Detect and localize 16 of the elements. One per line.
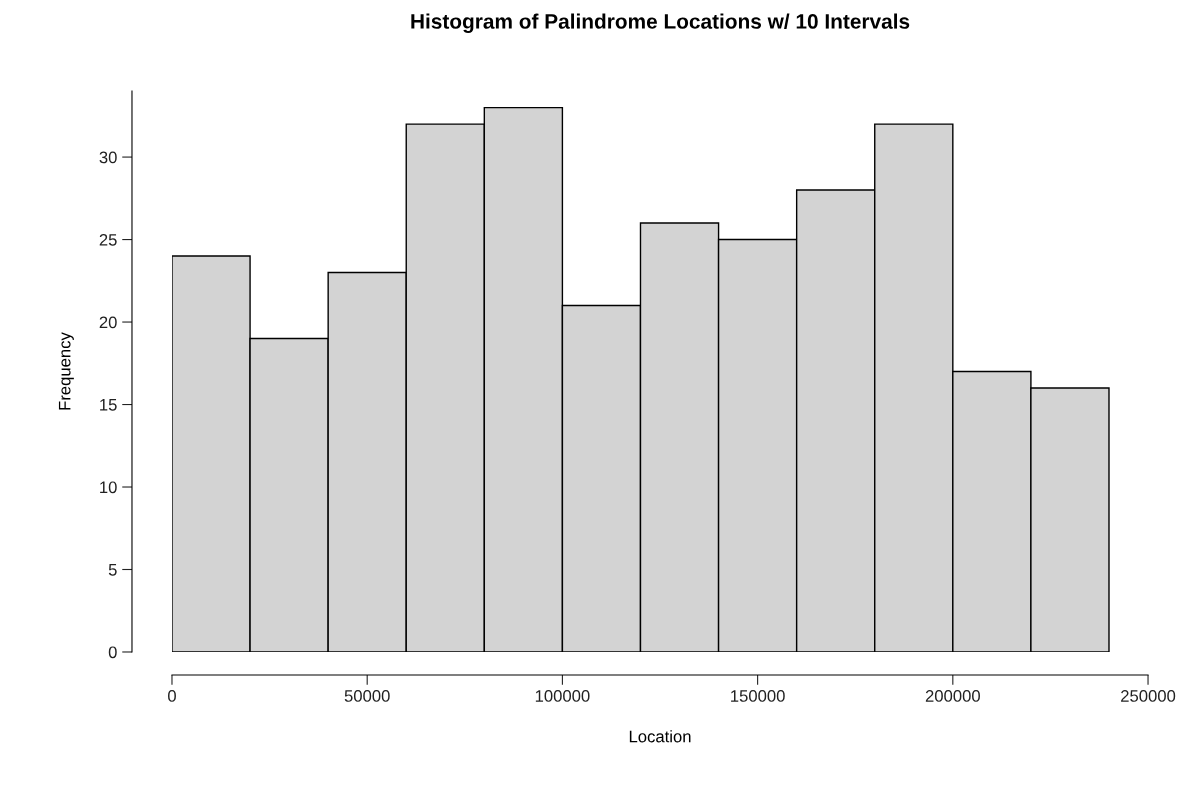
x-tick-label: 0 [168, 690, 176, 702]
x-tick-label: 50000 [344, 690, 390, 702]
y-tick-label: 0 [108, 646, 117, 659]
y-tick-label: 25 [99, 233, 117, 246]
x-tick-label: 250000 [1121, 690, 1176, 702]
y-tick-label: 20 [99, 316, 117, 329]
y-tick-label: 5 [108, 564, 117, 576]
x-axis-title: Location [629, 730, 691, 743]
x-tick-label: 100000 [535, 690, 590, 702]
x-tick-label: 150000 [731, 690, 785, 702]
y-tick-label: 15 [100, 399, 117, 411]
y-tick-label: 30 [99, 151, 117, 164]
y-tick-label: 10 [100, 481, 117, 494]
chart-title: Histogram of Palindrome Locations w/ 10 Intervals [411, 13, 910, 33]
x-tick-label: 200000 [925, 690, 980, 702]
y-axis-title: Frequency [58, 332, 74, 410]
